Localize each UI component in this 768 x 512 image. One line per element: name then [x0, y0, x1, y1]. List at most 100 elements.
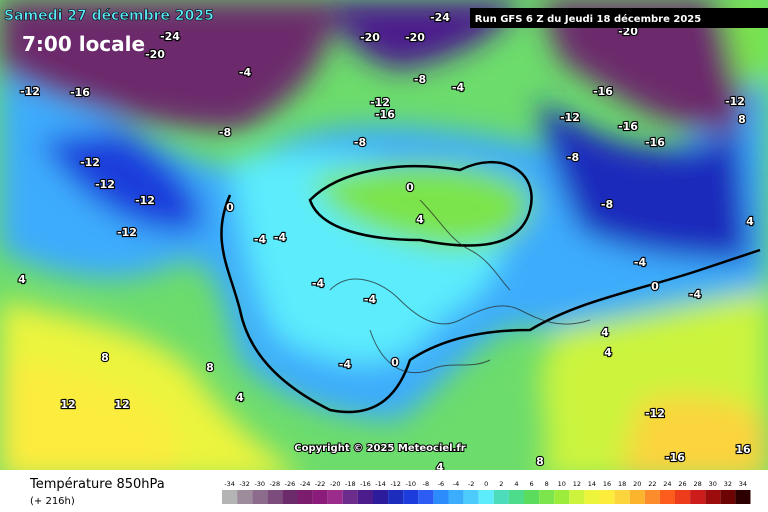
- contour-label: -12: [135, 194, 155, 207]
- legend-label: -14: [375, 480, 386, 488]
- contour-label: -8: [601, 198, 613, 211]
- legend-swatch: [720, 490, 736, 504]
- contour-label: -8: [414, 73, 426, 86]
- legend-label: -26: [285, 480, 296, 488]
- legend-label: 34: [739, 480, 747, 488]
- legend-swatch: [448, 490, 464, 504]
- legend-swatch: [599, 490, 615, 504]
- legend-label: -24: [300, 480, 311, 488]
- legend-label: 30: [709, 480, 717, 488]
- contour-label: -20: [360, 31, 380, 44]
- legend-swatch: [282, 490, 298, 504]
- legend-label: -16: [360, 480, 371, 488]
- legend-label: 28: [694, 480, 702, 488]
- legend-label: -30: [254, 480, 265, 488]
- contour-label: 4: [746, 215, 754, 228]
- contour-label: 0: [391, 356, 399, 369]
- legend-label: 18: [618, 480, 626, 488]
- contour-label: -4: [254, 233, 267, 246]
- legend-label: 16: [603, 480, 611, 488]
- contour-label: -24: [430, 11, 450, 24]
- contour-label: -4: [339, 358, 352, 371]
- contour-label: 12: [114, 398, 129, 411]
- legend-swatch: [403, 490, 419, 504]
- legend-swatch: [267, 490, 283, 504]
- contour-label: -12: [95, 178, 115, 191]
- map: -24 -20 -16 -12 -12 -12 -12 -12 -8 -4 -4 -4 0 4 8 12 12 8…: [0, 0, 768, 470]
- legend-swatch: [629, 490, 645, 504]
- contour-label: 4: [601, 326, 609, 339]
- coastlines: [329, 199, 591, 374]
- contour-label: -12: [560, 111, 580, 124]
- contour-label: 12: [60, 398, 75, 411]
- legend-label: -12: [390, 480, 401, 488]
- legend-swatch: [373, 490, 389, 504]
- contour-label: -16: [70, 86, 90, 99]
- legend-label: -2: [468, 480, 474, 488]
- legend-label: 10: [558, 480, 566, 488]
- legend-swatch: [644, 490, 660, 504]
- isotherm: [220, 160, 761, 414]
- legend-swatch: [237, 490, 253, 504]
- legend-label: -8: [423, 480, 429, 488]
- copyright: Copyright © 2025 Meteociel.fr: [294, 443, 465, 454]
- legend: -34 -32 -30 -28 -26 -24 -22 -20 -18 -16 -14 -12 -10-…: [222, 480, 751, 504]
- legend-swatch: [584, 490, 600, 504]
- legend-label: 8: [545, 480, 549, 488]
- contour-label: -12: [20, 85, 40, 98]
- contour-label: -4: [364, 293, 377, 306]
- legend-swatch: [388, 490, 404, 504]
- contour-label: 16: [735, 443, 751, 456]
- legend-label: 6: [529, 480, 533, 488]
- contour-label: -12: [80, 156, 100, 169]
- legend-label: 4: [514, 480, 518, 488]
- legend-label: -20: [330, 480, 341, 488]
- legend-label: 0: [484, 480, 488, 488]
- legend-label: 20: [633, 480, 641, 488]
- legend-swatch: [357, 490, 373, 504]
- legend-swatch: [554, 490, 570, 504]
- legend-swatch: [342, 490, 358, 504]
- contour-label: -12: [117, 226, 137, 239]
- contour-label: -16: [618, 120, 638, 133]
- contour-label: -4: [689, 288, 702, 301]
- contour-label: -20: [405, 31, 425, 44]
- legend-swatch: [659, 490, 675, 504]
- contour-label: 4: [416, 213, 424, 226]
- legend-swatch: [614, 490, 630, 504]
- legend-swatch: [327, 490, 343, 504]
- legend-swatch: [297, 490, 313, 504]
- contour-label: -20: [145, 48, 165, 61]
- legend-label: 2: [499, 480, 503, 488]
- contour-label: -4: [312, 277, 325, 290]
- contour-label: -4: [452, 81, 465, 94]
- legend-label: -18: [345, 480, 356, 488]
- legend-label: 24: [663, 480, 671, 488]
- legend-swatch: [524, 490, 540, 504]
- legend-label: -34: [224, 480, 235, 488]
- legend-label: -32: [239, 480, 250, 488]
- contour-label: -8: [219, 126, 231, 139]
- legend-swatch: [690, 490, 706, 504]
- legend-swatch: [478, 490, 494, 504]
- legend-swatch: [493, 490, 509, 504]
- contour-label: -24: [160, 30, 180, 43]
- contour-label: 0: [406, 181, 414, 194]
- legend-swatch: [735, 490, 751, 504]
- legend-swatch: [539, 490, 555, 504]
- legend-swatch: [675, 490, 691, 504]
- contour-label: 8: [536, 455, 544, 468]
- legend-label: -4: [453, 480, 459, 488]
- contour-label: 8: [206, 361, 214, 374]
- footer-title: Température 850hPa: [29, 477, 165, 492]
- contour-label: 4: [604, 346, 612, 359]
- contour-label: -8: [354, 136, 366, 149]
- legend-swatch: [508, 490, 524, 504]
- map-date: Samedi 27 décembre 2025: [4, 8, 214, 24]
- legend-label: 26: [678, 480, 686, 488]
- legend-swatch: [569, 490, 585, 504]
- legend-label: 32: [724, 480, 732, 488]
- contour-label: -12: [645, 407, 665, 420]
- legend-swatch: [463, 490, 479, 504]
